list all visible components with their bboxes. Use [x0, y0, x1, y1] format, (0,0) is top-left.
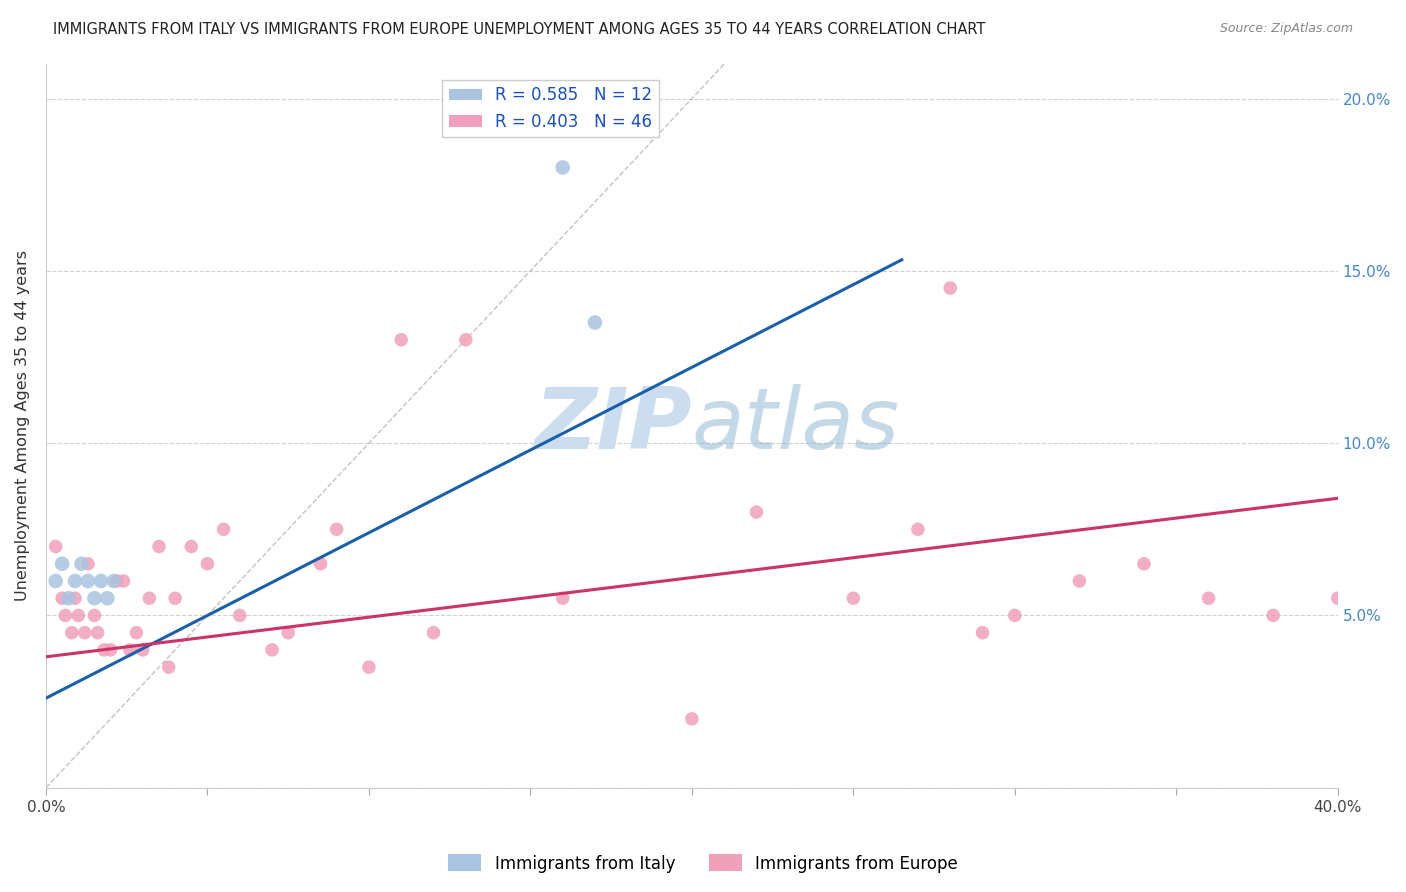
Point — [93, 643, 115, 657]
Point — [1326, 591, 1348, 606]
Point — [77, 574, 100, 588]
Point — [165, 591, 187, 606]
Point — [454, 333, 477, 347]
Point — [83, 591, 105, 606]
Point — [745, 505, 768, 519]
Point — [681, 712, 703, 726]
Point — [86, 625, 108, 640]
Point — [58, 591, 80, 606]
Point — [45, 574, 67, 588]
Point — [70, 557, 93, 571]
Point — [1263, 608, 1285, 623]
Text: ZIP: ZIP — [534, 384, 692, 467]
Legend: R = 0.585   N = 12, R = 0.403   N = 46: R = 0.585 N = 12, R = 0.403 N = 46 — [441, 79, 659, 137]
Point — [83, 608, 105, 623]
Point — [842, 591, 865, 606]
Point — [309, 557, 332, 571]
Point — [67, 608, 90, 623]
Point — [63, 574, 86, 588]
Point — [197, 557, 219, 571]
Point — [51, 591, 73, 606]
Point — [1198, 591, 1220, 606]
Text: Source: ZipAtlas.com: Source: ZipAtlas.com — [1219, 22, 1353, 36]
Point — [1069, 574, 1091, 588]
Point — [325, 522, 347, 536]
Point — [90, 574, 112, 588]
Point — [551, 591, 574, 606]
Point — [260, 643, 283, 657]
Point — [132, 643, 155, 657]
Point — [357, 660, 380, 674]
Point — [77, 557, 100, 571]
Point — [51, 557, 73, 571]
Point — [73, 625, 96, 640]
Point — [551, 161, 574, 175]
Point — [53, 608, 76, 623]
Point — [1004, 608, 1026, 623]
Point — [60, 625, 83, 640]
Point — [972, 625, 994, 640]
Point — [583, 316, 606, 330]
Point — [229, 608, 252, 623]
Point — [389, 333, 412, 347]
Text: atlas: atlas — [692, 384, 900, 467]
Point — [112, 574, 135, 588]
Point — [157, 660, 180, 674]
Point — [422, 625, 444, 640]
Point — [118, 643, 141, 657]
Point — [212, 522, 235, 536]
Point — [277, 625, 299, 640]
Point — [907, 522, 929, 536]
Point — [100, 643, 122, 657]
Point — [45, 540, 67, 554]
Point — [63, 591, 86, 606]
Text: IMMIGRANTS FROM ITALY VS IMMIGRANTS FROM EUROPE UNEMPLOYMENT AMONG AGES 35 TO 44: IMMIGRANTS FROM ITALY VS IMMIGRANTS FROM… — [53, 22, 986, 37]
Point — [103, 574, 125, 588]
Y-axis label: Unemployment Among Ages 35 to 44 years: Unemployment Among Ages 35 to 44 years — [15, 251, 30, 601]
Point — [105, 574, 128, 588]
Point — [1133, 557, 1156, 571]
Legend: Immigrants from Italy, Immigrants from Europe: Immigrants from Italy, Immigrants from E… — [441, 847, 965, 880]
Point — [148, 540, 170, 554]
Point — [138, 591, 160, 606]
Point — [180, 540, 202, 554]
Point — [96, 591, 118, 606]
Point — [939, 281, 962, 295]
Point — [125, 625, 148, 640]
